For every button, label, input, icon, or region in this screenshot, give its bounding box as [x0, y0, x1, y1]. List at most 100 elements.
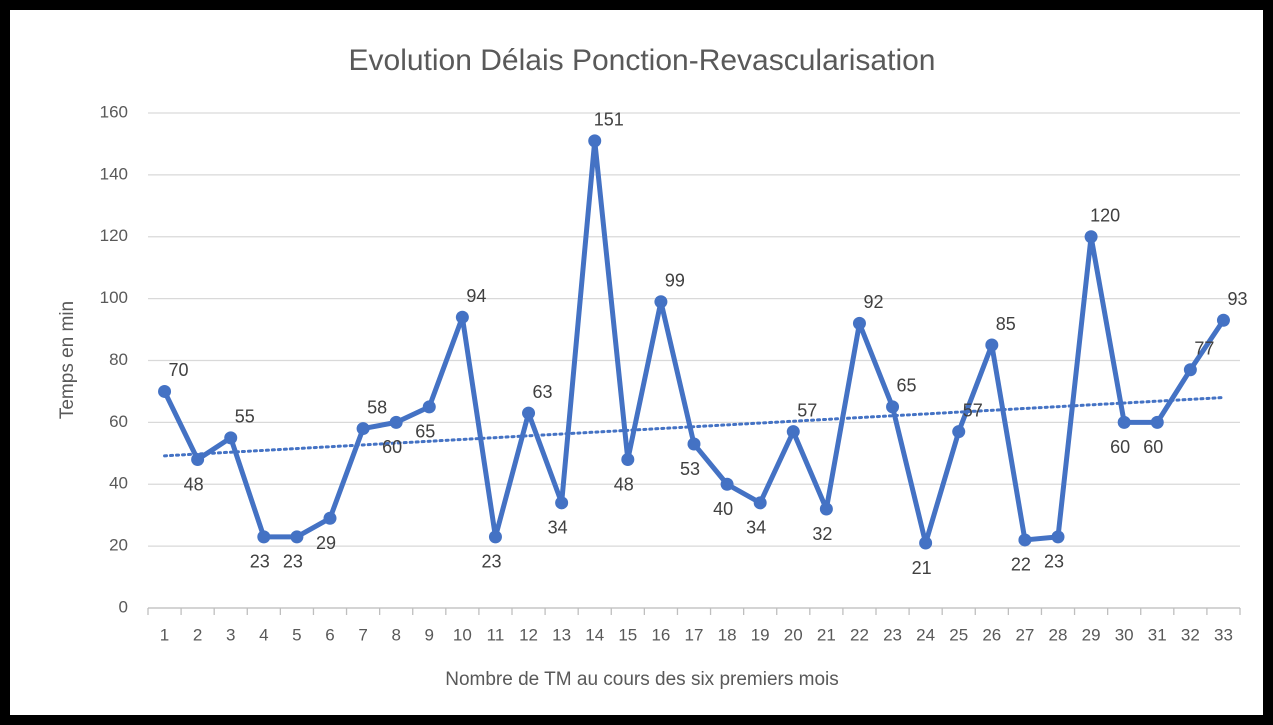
marker: [290, 530, 304, 544]
marker: [1183, 363, 1197, 377]
x-tick-label: 3: [226, 625, 235, 644]
data-label: 85: [996, 314, 1016, 334]
marker: [852, 316, 866, 330]
marker: [555, 496, 569, 510]
marker: [1018, 533, 1032, 547]
y-axis-title: Temps en min: [57, 301, 78, 419]
data-label: 34: [746, 518, 766, 538]
data-label: 151: [594, 110, 624, 130]
x-tick-label: 11: [487, 625, 505, 644]
marker: [654, 295, 668, 309]
marker: [687, 437, 701, 451]
marker: [753, 496, 767, 510]
data-label: 60: [1110, 437, 1130, 457]
data-label: 53: [680, 459, 700, 479]
x-tick-label: 25: [949, 625, 968, 644]
data-label: 93: [1227, 289, 1247, 309]
chart-title: Evolution Délais Ponction-Revascularisat…: [349, 44, 936, 77]
marker: [191, 453, 205, 466]
data-label: 23: [481, 552, 501, 572]
y-tick-label: 20: [109, 536, 128, 555]
x-tick-label: 30: [1115, 625, 1134, 644]
x-tick-label: 18: [718, 625, 737, 644]
trendline: [163, 396, 1225, 458]
y-tick-label: 100: [100, 288, 128, 307]
x-tick-label: 26: [982, 625, 1001, 644]
data-label: 23: [283, 552, 303, 572]
x-tick-label: 8: [391, 625, 400, 644]
marker: [985, 338, 999, 352]
data-label: 92: [863, 292, 883, 312]
x-tick-label: 31: [1148, 625, 1167, 644]
x-tick-label: 20: [784, 625, 803, 644]
marker: [356, 422, 370, 436]
x-tick-label: 13: [552, 625, 571, 644]
data-label: 65: [415, 422, 435, 442]
marker: [919, 536, 933, 550]
x-tick-label: 10: [453, 625, 472, 644]
data-label: 58: [367, 397, 387, 417]
x-tick-label: 6: [325, 625, 334, 644]
marker: [488, 530, 502, 544]
data-label: 120: [1090, 206, 1120, 226]
data-label: 29: [316, 533, 336, 553]
marker: [422, 400, 436, 414]
x-tick-label: 2: [193, 625, 202, 644]
x-tick-label: 4: [259, 625, 268, 644]
marker: [1117, 415, 1131, 429]
data-label: 60: [1143, 437, 1163, 457]
data-label: 48: [614, 474, 634, 494]
y-tick-label: 0: [119, 597, 128, 616]
x-tick-label: 32: [1181, 625, 1200, 644]
data-label: 23: [1044, 552, 1064, 572]
data-label: 57: [963, 400, 983, 420]
x-tick-label: 17: [685, 625, 704, 644]
data-label: 70: [169, 360, 189, 380]
data-label: 57: [797, 400, 817, 420]
data-label: 23: [250, 552, 270, 572]
x-tick-label: 15: [618, 625, 637, 644]
y-tick-label: 160: [100, 102, 128, 121]
data-label: 22: [1011, 555, 1031, 575]
marker: [621, 453, 635, 466]
marker: [886, 400, 900, 414]
marker: [786, 425, 800, 439]
data-label: 48: [184, 474, 204, 494]
data-label: 77: [1194, 339, 1214, 359]
x-axis-title: Nombre de TM au cours des six premiers m…: [445, 669, 839, 690]
y-tick-label: 60: [109, 412, 128, 431]
marker: [257, 530, 271, 544]
data-label: 99: [665, 270, 685, 290]
x-tick-label: 12: [519, 625, 538, 644]
x-tick-label: 19: [751, 625, 770, 644]
marker: [522, 406, 536, 420]
x-tick-label: 9: [425, 625, 434, 644]
marker: [952, 425, 966, 439]
data-label: 40: [713, 499, 733, 519]
x-tick-label: 1: [160, 625, 169, 644]
marker: [158, 384, 172, 398]
x-tick-label: 27: [1015, 625, 1034, 644]
x-tick-label: 28: [1049, 625, 1068, 644]
x-tick-label: 33: [1214, 625, 1233, 644]
x-tick-label: 29: [1082, 625, 1101, 644]
y-tick-label: 80: [109, 350, 128, 369]
x-tick-label: 16: [651, 625, 670, 644]
y-tick-label: 40: [109, 474, 128, 493]
marker: [455, 310, 469, 324]
x-tick-label: 22: [850, 625, 869, 644]
data-label: 32: [812, 524, 832, 544]
marker: [819, 502, 833, 516]
marker: [1084, 230, 1098, 244]
x-tick-label: 7: [358, 625, 367, 644]
marker: [389, 415, 403, 429]
y-tick-label: 140: [100, 164, 128, 183]
x-tick-label: 5: [292, 625, 301, 644]
data-label: 60: [382, 437, 402, 457]
x-tick-label: 23: [883, 625, 902, 644]
x-tick-label: 14: [585, 625, 604, 644]
marker: [588, 134, 602, 148]
